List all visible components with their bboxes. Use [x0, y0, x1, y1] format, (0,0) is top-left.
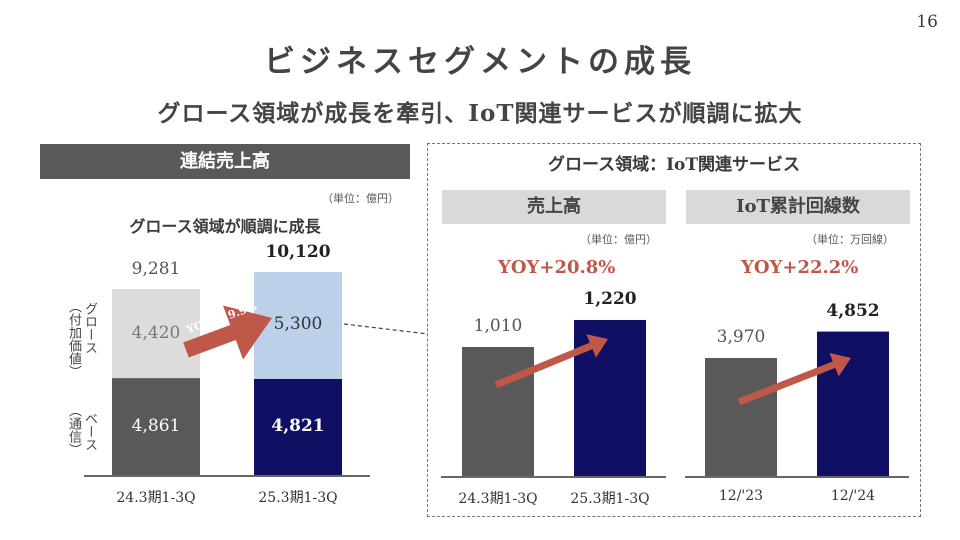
page-subtitle: グロース領域が成長を牽引、IoT関連サービスが順調に拡大	[157, 100, 803, 127]
left-chart-title: グロース領域が順調に成長	[129, 217, 321, 236]
growth-sub-label: （付加価値）	[66, 300, 81, 378]
bar-base-0	[112, 378, 200, 476]
growth-value-label: 5,300	[273, 314, 323, 335]
iot-unit: （単位：万回線）	[806, 233, 894, 246]
total-value-label: 10,120	[265, 242, 331, 263]
base-label: ベース	[82, 412, 97, 451]
iot-bar-0	[705, 358, 777, 477]
x-tick-label: 24.3期1-3Q	[116, 490, 196, 506]
iot-yoy: YOY+22.2%	[741, 257, 859, 278]
sales-value-label: 1,220	[583, 288, 637, 309]
bar-growth-1	[254, 272, 342, 379]
page-number: 16	[916, 12, 938, 32]
base-sub-label: （通信）	[66, 404, 81, 456]
iot-x-axis	[685, 476, 909, 478]
left-unit: （単位：億円）	[322, 192, 399, 205]
x-tick-label: 25.3期1-3Q	[258, 490, 338, 506]
iot-section-header: グロース領域：IoT関連サービス	[547, 155, 801, 175]
growth-label: グロース	[82, 302, 97, 354]
iot-growth-arrow	[737, 352, 851, 406]
left-x-axis	[84, 475, 370, 477]
bar-growth-0	[112, 289, 200, 379]
base-value-label: 4,821	[271, 416, 325, 437]
iot-lines-header: IoT累計回線数	[686, 190, 910, 224]
sales-bar-0	[462, 347, 534, 477]
growth-value-label: 4,420	[131, 322, 181, 343]
iot-value-label: 3,970	[716, 327, 766, 347]
sales-value-label: 1,010	[473, 316, 523, 336]
left-section-header: 連結売上高	[40, 144, 410, 179]
connector-line	[343, 323, 429, 335]
sales-x-tick-label: 25.3期1-3Q	[570, 491, 650, 507]
total-value-label: 9,281	[131, 259, 181, 279]
iot-bar-1	[817, 331, 889, 477]
sales-yoy: YOY+20.8%	[498, 257, 616, 278]
growth-arrow	[183, 305, 272, 360]
bar-base-1	[254, 378, 342, 476]
sales-header: 売上高	[442, 190, 666, 224]
iot-value-label: 4,852	[826, 300, 880, 321]
sales-bar-1	[574, 319, 646, 477]
base-value-label: 4,861	[131, 416, 181, 437]
sales-x-axis	[441, 476, 666, 478]
sales-x-tick-label: 24.3期1-3Q	[458, 491, 538, 507]
sales-unit: （単位：億円）	[580, 233, 657, 246]
iot-section-box	[427, 143, 921, 517]
sales-growth-arrow	[494, 334, 608, 389]
page-title: ビジネスセグメントの成長	[264, 44, 696, 80]
iot-x-tick-label: 12/'24	[830, 488, 876, 504]
iot-x-tick-label: 12/'23	[718, 488, 764, 504]
